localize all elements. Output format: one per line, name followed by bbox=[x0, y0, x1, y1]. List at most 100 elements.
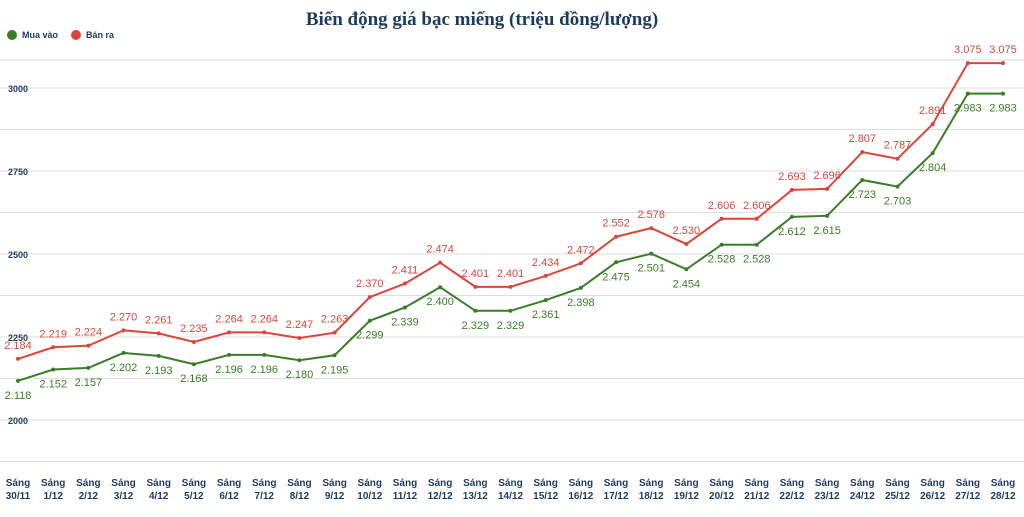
data-point bbox=[1001, 91, 1005, 96]
data-label: 2.528 bbox=[743, 254, 771, 266]
data-point bbox=[297, 358, 302, 363]
data-label: 2.474 bbox=[426, 244, 454, 256]
data-point bbox=[262, 330, 267, 335]
legend: Mua vào Bán ra bbox=[7, 30, 115, 40]
data-point bbox=[191, 339, 196, 344]
y-tick-label: 3000 bbox=[8, 84, 28, 94]
data-point bbox=[51, 345, 56, 350]
data-label: 2.196 bbox=[215, 364, 243, 376]
data-point bbox=[543, 298, 548, 303]
data-label: 2.180 bbox=[286, 369, 314, 381]
data-label: 2.270 bbox=[110, 311, 138, 323]
data-label: 2.501 bbox=[637, 263, 665, 275]
x-tick-label: Sáng 6/12 bbox=[217, 478, 241, 502]
data-point bbox=[895, 156, 900, 161]
data-label: 2.168 bbox=[180, 373, 208, 385]
data-point bbox=[16, 378, 20, 383]
gridlines bbox=[0, 59, 1024, 462]
x-tick-label: Sáng 24/12 bbox=[850, 478, 875, 502]
legend-marker-sell bbox=[71, 30, 81, 40]
x-tick-label: Sáng 10/12 bbox=[357, 478, 382, 502]
x-tick-label: Sáng 19/12 bbox=[674, 478, 699, 502]
x-tick-label: Sáng 27/12 bbox=[955, 478, 980, 502]
data-label: 2.361 bbox=[532, 309, 560, 321]
data-point bbox=[227, 352, 232, 357]
data-label: 2.224 bbox=[75, 327, 103, 339]
x-tick-label: Sáng 26/12 bbox=[920, 478, 945, 502]
data-point bbox=[578, 261, 583, 266]
data-label: 2.696 bbox=[813, 170, 841, 182]
data-label: 2.804 bbox=[919, 162, 947, 174]
data-label: 2.329 bbox=[462, 320, 490, 332]
y-tick-label: 2250 bbox=[8, 333, 28, 343]
y-tick-label: 2000 bbox=[8, 416, 28, 426]
data-point bbox=[86, 343, 91, 348]
data-label: 2.615 bbox=[813, 225, 841, 237]
x-tick-label: Sáng 5/12 bbox=[182, 478, 206, 502]
data-point bbox=[543, 273, 548, 278]
data-point bbox=[156, 353, 161, 358]
x-tick-label: Sáng 9/12 bbox=[322, 478, 346, 502]
y-tick-label: 2750 bbox=[8, 167, 28, 177]
data-label: 2.202 bbox=[110, 362, 138, 374]
data-label: 2.400 bbox=[426, 296, 454, 308]
x-tick-label: Sáng 23/12 bbox=[815, 478, 840, 502]
legend-marker-buy bbox=[7, 30, 17, 40]
x-tick-label: Sáng 21/12 bbox=[744, 478, 769, 502]
data-point bbox=[930, 151, 935, 156]
data-label: 2.983 bbox=[989, 103, 1017, 115]
data-point bbox=[965, 61, 970, 66]
data-point bbox=[191, 362, 196, 367]
data-label: 2.401 bbox=[462, 268, 490, 280]
data-point bbox=[754, 242, 759, 247]
data-point bbox=[649, 251, 654, 256]
data-point bbox=[86, 365, 91, 370]
data-point bbox=[614, 260, 619, 265]
series-buy: 2.118 2.152 2.157 2.202 2.193 2.168 2.196 2.196… bbox=[5, 91, 1017, 402]
data-label: 2.434 bbox=[532, 257, 560, 269]
x-tick-label: Sáng 30/11 bbox=[6, 478, 31, 502]
data-point bbox=[789, 214, 794, 219]
data-label: 2.606 bbox=[708, 200, 736, 212]
data-label: 2.411 bbox=[392, 265, 419, 277]
data-point bbox=[965, 91, 970, 96]
data-point bbox=[719, 216, 724, 221]
data-point bbox=[614, 234, 619, 239]
x-tick-label: Sáng 11/12 bbox=[393, 478, 418, 502]
x-tick-label: Sáng 20/12 bbox=[709, 478, 734, 502]
data-label: 2.193 bbox=[145, 365, 173, 377]
data-point bbox=[825, 213, 830, 218]
data-label: 2.261 bbox=[145, 314, 173, 326]
data-label: 2.264 bbox=[250, 313, 278, 325]
data-point bbox=[227, 330, 232, 335]
data-point bbox=[578, 285, 583, 290]
data-point bbox=[684, 267, 689, 272]
data-point bbox=[1001, 61, 1005, 66]
x-tick-label: Sáng 22/12 bbox=[779, 478, 804, 502]
data-label: 2.263 bbox=[321, 314, 349, 326]
data-point bbox=[789, 187, 794, 192]
x-tick-label: Sáng 4/12 bbox=[146, 478, 170, 502]
x-tick-label: Sáng 13/12 bbox=[463, 478, 488, 502]
x-tick-label: Sáng 28/12 bbox=[990, 478, 1015, 502]
data-label: 2.528 bbox=[708, 254, 736, 266]
chart-title: Biến động giá bạc miếng (triệu đồng/lượn… bbox=[306, 9, 658, 30]
legend-label-sell: Bán ra bbox=[86, 30, 115, 40]
data-label: 2.152 bbox=[39, 379, 67, 391]
data-label: 2.693 bbox=[778, 171, 806, 183]
data-label: 2.983 bbox=[954, 103, 982, 115]
data-label: 2.472 bbox=[567, 244, 595, 256]
data-point bbox=[719, 242, 724, 247]
data-label: 3.075 bbox=[989, 44, 1017, 56]
data-label: 2.196 bbox=[250, 364, 278, 376]
data-label: 2.530 bbox=[673, 225, 701, 237]
data-label: 2.370 bbox=[356, 278, 384, 290]
x-tick-label: Sáng 15/12 bbox=[533, 478, 558, 502]
data-point bbox=[402, 305, 407, 310]
data-point bbox=[438, 260, 443, 265]
data-point bbox=[895, 184, 900, 189]
data-label: 2.219 bbox=[39, 328, 67, 340]
data-label: 2.329 bbox=[497, 320, 525, 332]
data-point bbox=[367, 318, 372, 323]
data-point bbox=[930, 122, 935, 127]
